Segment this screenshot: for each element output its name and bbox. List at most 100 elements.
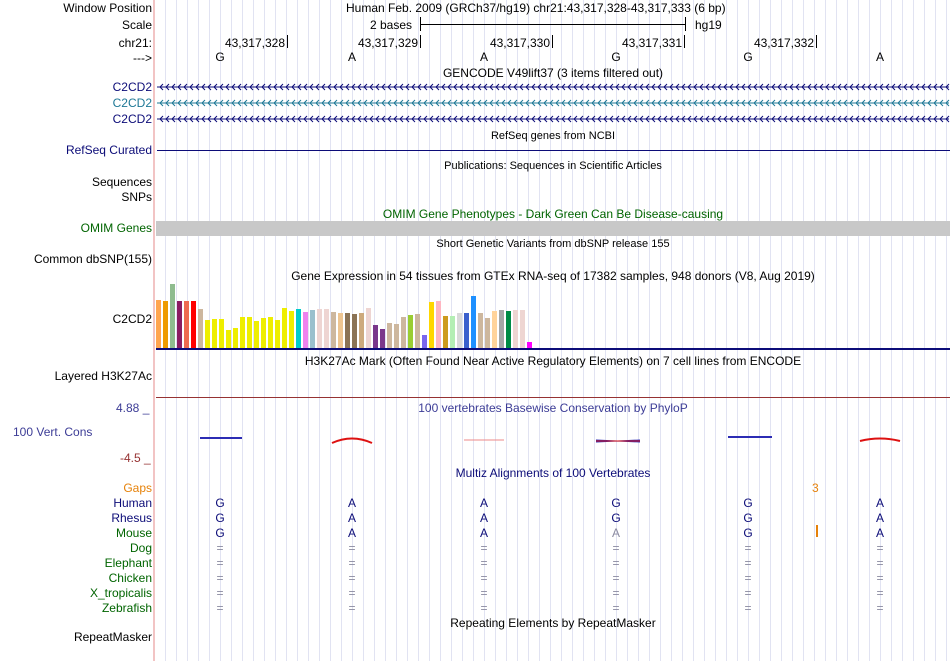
- h3k27ac-label[interactable]: Layered H3K27Ac: [54, 369, 152, 383]
- gtex-bar[interactable]: [233, 328, 238, 348]
- alignment-base: =: [876, 541, 884, 555]
- gtex-bar[interactable]: [177, 301, 182, 348]
- species-label-mouse[interactable]: Mouse: [115, 526, 152, 540]
- gtex-bar[interactable]: [359, 313, 364, 348]
- gtex-bar[interactable]: [499, 310, 504, 348]
- gencode-transcript-3[interactable]: [156, 115, 950, 123]
- gtex-bar[interactable]: [422, 335, 427, 348]
- gtex-bar[interactable]: [275, 320, 280, 348]
- species-label-elephant[interactable]: Elephant: [104, 556, 152, 570]
- phylop-label[interactable]: 100 Vert. Cons: [13, 425, 93, 439]
- gencode-track-title[interactable]: GENCODE V49lift37 (3 items filtered out): [442, 66, 664, 80]
- gtex-bar[interactable]: [471, 296, 476, 348]
- gtex-bar[interactable]: [324, 309, 329, 348]
- gtex-bar[interactable]: [485, 318, 490, 348]
- gtex-bar[interactable]: [436, 301, 441, 348]
- gtex-bar[interactable]: [184, 301, 189, 348]
- species-label-zebrafish[interactable]: Zebrafish: [101, 601, 152, 615]
- gtex-bar[interactable]: [443, 316, 448, 348]
- gtex-bar[interactable]: [506, 311, 511, 348]
- gtex-bar[interactable]: [212, 319, 217, 348]
- species-label-rhesus[interactable]: Rhesus: [111, 511, 152, 525]
- gtex-bar[interactable]: [345, 313, 350, 348]
- publications-track-title[interactable]: Publications: Sequences in Scientific Ar…: [444, 160, 662, 172]
- grid-line: [869, 0, 870, 661]
- refseq-gene-line[interactable]: [157, 150, 950, 151]
- gencode-item-2-label[interactable]: C2CD2: [112, 96, 152, 110]
- gencode-item-3-label[interactable]: C2CD2: [112, 112, 152, 126]
- species-label-dog[interactable]: Dog: [129, 541, 152, 555]
- gtex-bar[interactable]: [373, 325, 378, 348]
- repeatmasker-label[interactable]: RepeatMasker: [73, 630, 152, 644]
- grid-line: [770, 0, 771, 661]
- gtex-bar[interactable]: [450, 316, 455, 348]
- gtex-bar[interactable]: [415, 314, 420, 348]
- h3k27ac-track-title[interactable]: H3K27Ac Mark (Often Found Near Active Re…: [304, 354, 802, 368]
- dbsnp-track-title[interactable]: Short Genetic Variants from dbSNP releas…: [436, 238, 670, 250]
- gtex-bar[interactable]: [268, 317, 273, 348]
- gtex-bar[interactable]: [394, 324, 399, 348]
- gtex-bar[interactable]: [205, 320, 210, 348]
- grid-line: [737, 0, 738, 661]
- alignment-base: =: [612, 586, 620, 600]
- omim-feature[interactable]: [156, 221, 950, 236]
- species-label-chicken[interactable]: Chicken: [108, 571, 152, 585]
- gtex-bar[interactable]: [338, 313, 343, 348]
- gtex-bar[interactable]: [527, 342, 532, 348]
- gtex-bar[interactable]: [191, 301, 196, 348]
- repeatmasker-track-title[interactable]: Repeating Elements by RepeatMasker: [450, 616, 656, 630]
- gtex-label[interactable]: C2CD2: [112, 312, 152, 326]
- grid-line: [561, 0, 562, 661]
- gtex-bar[interactable]: [254, 321, 259, 348]
- gtex-bar[interactable]: [240, 317, 245, 348]
- gtex-bar[interactable]: [310, 310, 315, 348]
- species-label-human[interactable]: Human: [113, 496, 152, 510]
- gtex-bar[interactable]: [492, 311, 497, 348]
- gtex-bar[interactable]: [219, 319, 224, 348]
- gtex-bar[interactable]: [170, 284, 175, 348]
- snps-label[interactable]: SNPs: [121, 190, 152, 204]
- gtex-bar[interactable]: [247, 317, 252, 348]
- omim-label[interactable]: OMIM Genes: [80, 221, 152, 235]
- gtex-bar[interactable]: [156, 300, 161, 348]
- grid-line: [803, 0, 804, 661]
- gtex-bar[interactable]: [457, 313, 462, 348]
- gtex-bar[interactable]: [282, 308, 287, 348]
- gtex-bar[interactable]: [289, 311, 294, 348]
- gtex-track-title[interactable]: Gene Expression in 54 tissues from GTEx …: [291, 269, 815, 283]
- gtex-bar[interactable]: [387, 323, 392, 348]
- species-label-x_tropicalis[interactable]: X_tropicalis: [89, 586, 152, 600]
- alignment-base: G: [215, 526, 225, 540]
- gtex-bar[interactable]: [513, 310, 518, 348]
- dbsnp-label[interactable]: Common dbSNP(155): [33, 252, 152, 266]
- gencode-item-1-label[interactable]: C2CD2: [112, 80, 152, 94]
- gaps-label[interactable]: Gaps: [123, 481, 152, 495]
- gtex-bar[interactable]: [163, 301, 168, 348]
- gtex-bar[interactable]: [380, 329, 385, 348]
- reference-base: G: [611, 50, 621, 64]
- sequences-label[interactable]: Sequences: [91, 175, 152, 189]
- gtex-bar[interactable]: [464, 313, 469, 348]
- gtex-bar[interactable]: [198, 309, 203, 348]
- multiz-track-title[interactable]: Multiz Alignments of 100 Vertebrates: [455, 466, 651, 480]
- gtex-bar[interactable]: [331, 312, 336, 348]
- gtex-bar[interactable]: [520, 310, 525, 348]
- gtex-bar[interactable]: [226, 330, 231, 348]
- gtex-bar[interactable]: [317, 309, 322, 348]
- alignment-base: =: [216, 586, 224, 600]
- gtex-bar[interactable]: [352, 314, 357, 348]
- gtex-bar[interactable]: [296, 309, 301, 348]
- phylop-track-title[interactable]: 100 vertebrates Basewise Conservation by…: [418, 401, 688, 415]
- gtex-bar[interactable]: [408, 315, 413, 348]
- refseq-label[interactable]: RefSeq Curated: [65, 143, 152, 157]
- gencode-transcript-1[interactable]: [156, 83, 950, 91]
- gtex-bar[interactable]: [366, 308, 371, 348]
- gtex-bar[interactable]: [261, 318, 266, 348]
- gtex-bar[interactable]: [478, 313, 483, 348]
- omim-track-title[interactable]: OMIM Gene Phenotypes - Dark Green Can Be…: [382, 207, 724, 221]
- gtex-bar[interactable]: [401, 317, 406, 348]
- gtex-bar[interactable]: [429, 302, 434, 348]
- gencode-transcript-2[interactable]: [156, 99, 950, 107]
- gtex-bar[interactable]: [303, 312, 308, 348]
- refseq-track-title[interactable]: RefSeq genes from NCBI: [490, 130, 616, 142]
